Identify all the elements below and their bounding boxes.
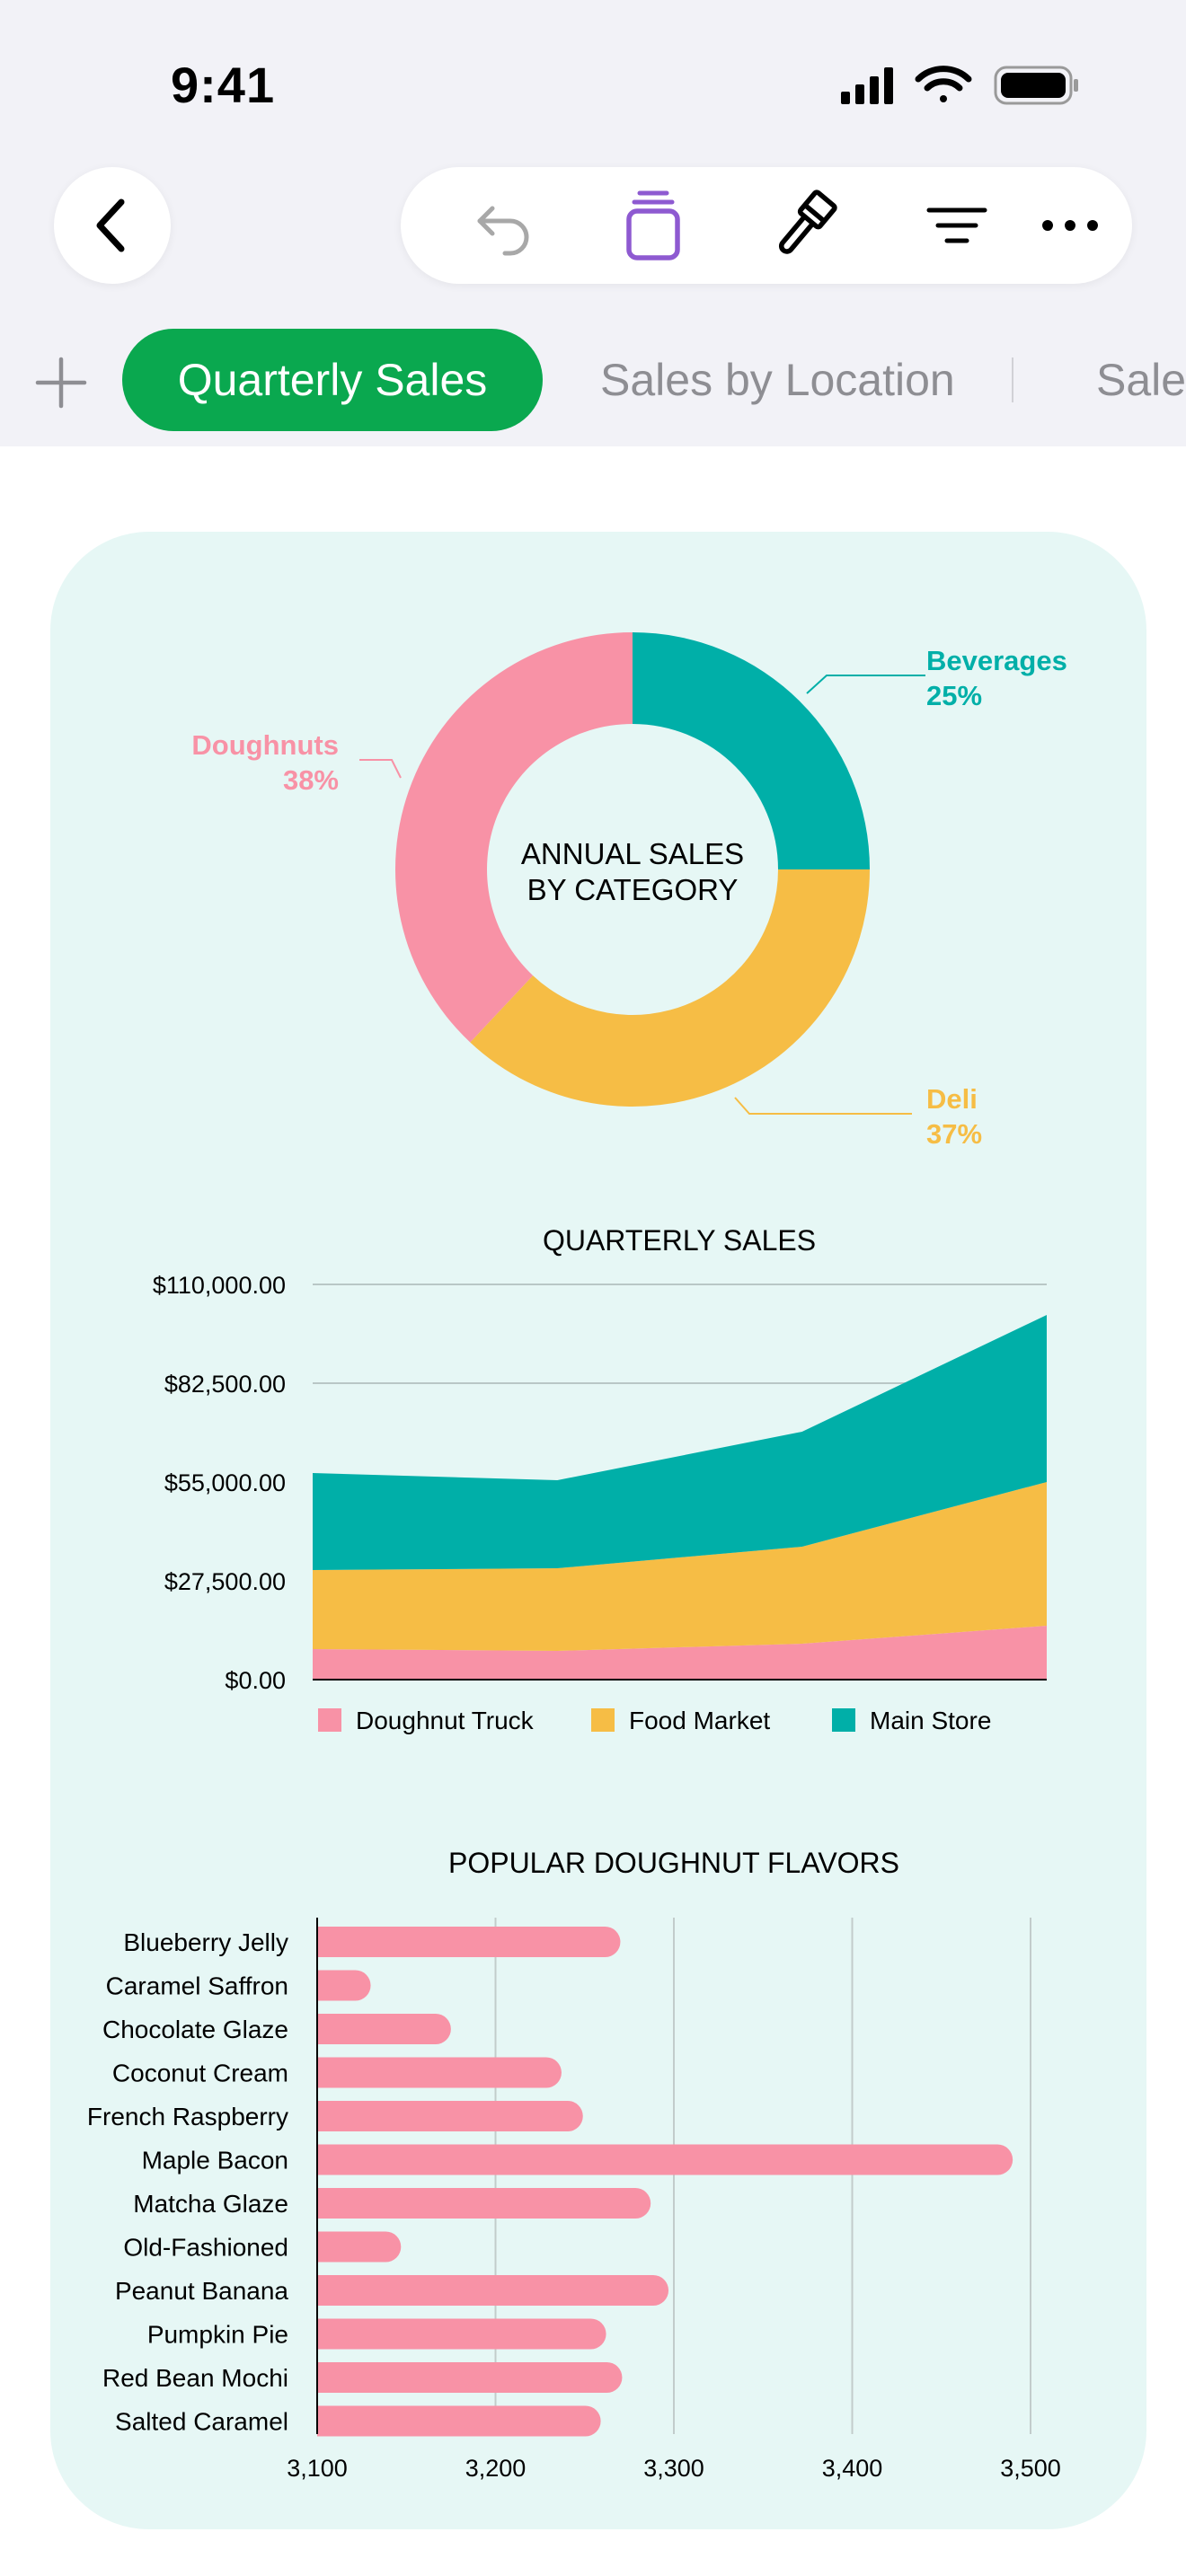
bar-category-label: Caramel Saffron [106,1972,288,2000]
beverages-leader-line [806,675,925,694]
donut-slice-deli[interactable] [470,869,870,1107]
toolbar [401,167,1132,284]
area-y-tick-label: $0.00 [225,1667,286,1694]
bar-base-caramel-saffron [317,1970,332,2001]
bar-x-tick-label: 3,200 [465,2455,527,2482]
bar-base-pumpkin-pie [317,2318,332,2350]
area-series-main-store[interactable] [313,1315,1047,1570]
plus-icon [35,357,87,409]
more-button[interactable] [1030,185,1111,266]
back-button[interactable] [54,167,171,284]
bar-category-label: Salted Caramel [115,2408,288,2436]
bar-x-tick-label: 3,500 [1000,2455,1061,2482]
bar-category-label: Peanut Banana [115,2277,288,2305]
undo-button[interactable] [464,185,544,266]
bar-base-peanut-banana [317,2275,332,2306]
area-y-tick-label: $27,500.00 [164,1568,286,1595]
donut-slice-doughnuts[interactable] [394,632,633,1043]
bar-x-tick-label: 3,300 [643,2455,704,2482]
battery-icon [994,66,1078,105]
legend-swatch-doughnut-truck [318,1708,341,1732]
bar-base-coconut-cream [317,2057,332,2088]
copy-icon [626,190,680,260]
status-time: 9:41 [171,57,276,113]
bar-base-salted-caramel [317,2405,332,2437]
deli-leader-line [734,1097,912,1115]
copy-button[interactable] [613,185,694,266]
top-bar: 9:41 [0,0,1186,446]
bar-french-raspberry[interactable] [317,2101,583,2131]
bar-blueberry-jelly[interactable] [317,1927,621,1957]
legend-swatch-main-store [832,1708,855,1732]
doughnuts-leader-line [359,759,402,779]
beverages-percent: 25% [926,680,982,711]
bar-salted-caramel[interactable] [317,2405,601,2437]
bar-matcha-glaze[interactable] [317,2188,651,2219]
bar-peanut-banana[interactable] [317,2275,669,2306]
legend-label-main-store: Main Store [870,1707,991,1734]
donut-title-line-2: BY CATEGORY [527,873,739,906]
deli-percent: 37% [926,1118,982,1150]
bar-old-fashioned[interactable] [317,2231,402,2263]
bar-x-tick-label: 3,100 [287,2455,348,2482]
brush-icon [778,190,837,254]
deli-label: Deli [926,1083,978,1115]
area-chart-title: QUARTERLY SALES [543,1224,816,1257]
area-y-tick-label: $55,000.00 [164,1469,286,1496]
donut-slice-beverages[interactable] [633,632,870,869]
bar-base-matcha-glaze [317,2188,332,2219]
tab-sales-by-location[interactable]: Sales by Location [600,355,955,405]
brush-button[interactable] [764,185,845,266]
bar-red-bean-mochi[interactable] [317,2362,623,2393]
beverages-label: Beverages [926,645,1067,676]
area-y-tick-label: $110,000.00 [153,1272,286,1299]
bar-x-tick-label: 3,400 [822,2455,883,2482]
filter-icon [926,207,987,243]
doughnut-flavors-chart[interactable]: POPULAR DOUGHNUT FLAVORS Blueberry Jelly… [0,1850,1186,2488]
legend-label-food-market: Food Market [629,1707,770,1734]
bar-category-label: Maple Bacon [142,2147,288,2175]
cellular-signal-icon [841,67,893,104]
legend-swatch-food-market [591,1708,615,1732]
bar-maple-bacon[interactable] [317,2144,1013,2175]
bar-category-label: Matcha Glaze [133,2190,288,2218]
add-sheet-button[interactable] [25,347,97,419]
bar-category-label: Chocolate Glaze [102,2016,288,2043]
bar-category-label: French Raspberry [87,2103,288,2130]
bar-category-label: Pumpkin Pie [147,2321,288,2349]
undo-icon [477,206,529,256]
wifi-icon [915,66,972,102]
bar-base-blueberry-jelly [317,1927,332,1957]
bar-category-label: Blueberry Jelly [123,1928,288,1956]
bar-category-label: Old-Fashioned [123,2234,288,2262]
bar-base-french-raspberry [317,2101,332,2131]
donut-chart[interactable]: ANNUAL SALES BY CATEGORY Beverages 25% D… [0,0,1186,1204]
chevron-left-icon [96,198,125,252]
bar-chart-title: POPULAR DOUGHNUT FLAVORS [448,1850,899,1879]
bar-base-maple-bacon [317,2144,332,2175]
filter-button[interactable] [916,185,997,266]
bar-base-red-bean-mochi [317,2362,332,2393]
status-icons [836,63,1087,112]
bar-category-label: Coconut Cream [112,2060,288,2087]
more-icon [1042,220,1098,231]
bar-base-old-fashioned [317,2231,332,2263]
doughnuts-percent: 38% [283,764,339,796]
bar-category-label: Red Bean Mochi [102,2364,288,2392]
tab-divider [1012,357,1013,402]
bar-pumpkin-pie[interactable] [317,2318,606,2350]
area-series-doughnut-truck[interactable] [313,1626,1047,1680]
donut-title-line-1: ANNUAL SALES [521,837,744,870]
bar-coconut-cream[interactable] [317,2057,562,2088]
area-y-tick-label: $82,500.00 [164,1371,286,1398]
bar-base-chocolate-glaze [317,2014,332,2044]
legend-label-doughnut-truck: Doughnut Truck [356,1707,535,1734]
tab-quarterly-sales[interactable]: Quarterly Sales [122,329,543,431]
quarterly-sales-chart[interactable]: QUARTERLY SALES $0.00 $27,500.00 $55,000.0… [0,1204,1186,1760]
area-series-food-market[interactable] [313,1482,1047,1651]
doughnuts-label: Doughnuts [191,729,339,761]
tab-sales[interactable]: Sales [1096,355,1186,405]
bar-chocolate-glaze[interactable] [317,2014,451,2044]
